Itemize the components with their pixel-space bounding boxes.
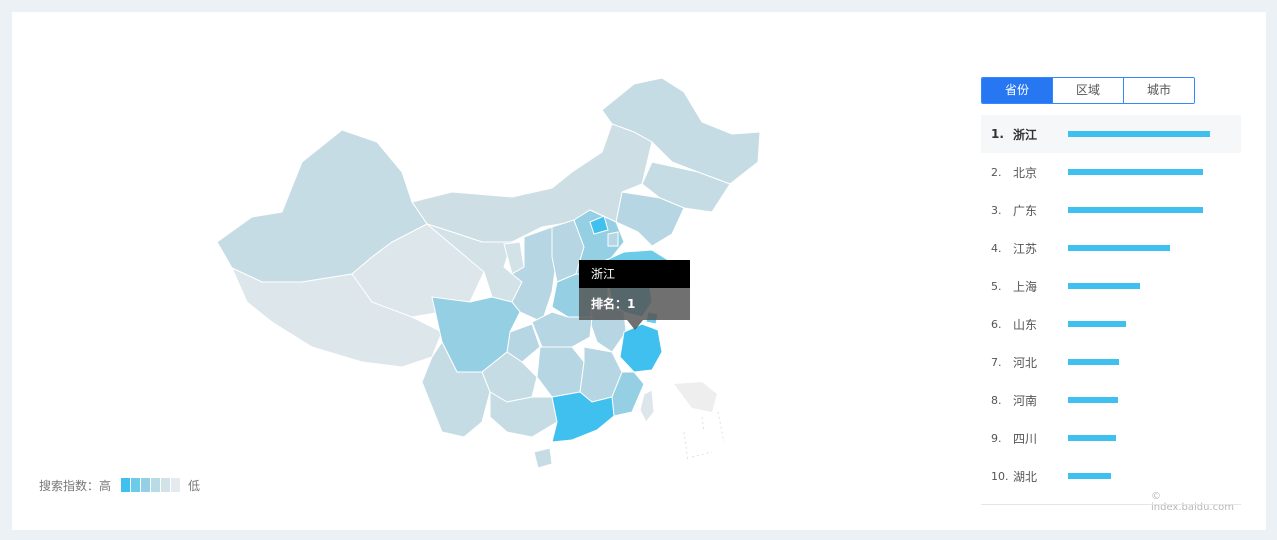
rank-bar: [1068, 435, 1116, 441]
rank-bar: [1068, 359, 1119, 365]
legend-swatch: [161, 478, 171, 492]
tab-city[interactable]: 城市: [1123, 78, 1194, 103]
panel-divider: [981, 504, 1241, 505]
ranking-list: 1. 浙江 2. 北京 3. 广东 4. 江苏 5. 上海 6. 山东 7. 河北 8. 河南 9. 四川 10. 湖…: [981, 115, 1241, 495]
province-guangxi: [489, 391, 558, 438]
rank-province-name: 浙江: [1013, 127, 1038, 142]
ranking-row[interactable]: 9. 四川: [981, 419, 1241, 457]
tooltip-rank: 排名：1: [579, 288, 690, 320]
rank-number: 10.: [991, 469, 1009, 483]
rank-bar: [1068, 207, 1203, 213]
province-shaanxi: [511, 226, 558, 323]
ranking-row[interactable]: 4. 江苏: [981, 229, 1241, 267]
legend-low-label: 低: [188, 478, 201, 493]
rank-number: 5.: [991, 279, 1002, 293]
legend-swatch: [121, 478, 131, 492]
rank-province-name: 山东: [1013, 317, 1038, 332]
rank-number: 9.: [991, 431, 1002, 445]
rank-province-name: 江苏: [1013, 241, 1038, 256]
province-tianjin: [607, 231, 619, 247]
rank-province-name: 四川: [1013, 431, 1038, 446]
rank-number: 1.: [991, 127, 1004, 141]
legend-swatch: [151, 478, 161, 492]
ranking-row[interactable]: 2. 北京: [981, 153, 1241, 191]
rank-number: 8.: [991, 393, 1002, 407]
legend-swatch: [131, 478, 141, 492]
ranking-row[interactable]: 6. 山东: [981, 305, 1241, 343]
tab-province[interactable]: 省份: [982, 78, 1052, 103]
province-tibet: [231, 266, 443, 368]
province-zhejiang: [619, 323, 663, 373]
map-legend: 搜索指数：高 低: [39, 477, 200, 493]
province-yunnan: [421, 341, 491, 438]
rank-province-name: 河南: [1013, 393, 1038, 408]
legend-swatch: [141, 478, 151, 492]
ranking-row[interactable]: 3. 广东: [981, 191, 1241, 229]
tooltip-province: 浙江: [579, 260, 690, 288]
china-map[interactable]: 浙江 排名：1 搜索指数：高 低: [12, 12, 972, 530]
legend-high-label: 搜索指数：高: [39, 478, 112, 493]
map-tooltip: 浙江 排名：1: [579, 260, 690, 330]
ranking-row[interactable]: 5. 上海: [981, 267, 1241, 305]
rank-province-name: 湖北: [1013, 469, 1038, 484]
ranking-panel: 省份 区域 城市 1. 浙江 2. 北京 3. 广东 4. 江苏 5. 上海 6. 山东 7. 河北 8. 河…: [981, 77, 1241, 513]
ranking-row[interactable]: 10. 湖北: [981, 457, 1241, 495]
tooltip-arrow: [627, 320, 643, 330]
province-guangdong: [551, 391, 615, 443]
ranking-row[interactable]: 8. 河南: [981, 381, 1241, 419]
rank-bar: [1068, 473, 1111, 479]
province-hunan: [536, 346, 585, 398]
rank-number: 3.: [991, 203, 1002, 217]
legend-swatches: [121, 478, 181, 492]
rank-bar: [1068, 397, 1118, 403]
rank-province-name: 河北: [1013, 355, 1038, 370]
rank-province-name: 广东: [1013, 203, 1038, 218]
ranking-row[interactable]: 7. 河北: [981, 343, 1241, 381]
rank-bar: [1068, 245, 1170, 251]
index-card: 浙江 排名：1 搜索指数：高 低 省份 区域 城市 1. 浙江 2. 北京 3. 广东 4.…: [12, 12, 1266, 530]
province-taiwan: [639, 389, 655, 423]
legend-swatch: [171, 478, 181, 492]
tab-region[interactable]: 区域: [1052, 78, 1123, 103]
rank-number: 2.: [991, 165, 1002, 179]
rank-number: 7.: [991, 355, 1002, 369]
province-hainan: [533, 447, 553, 469]
rank-bar: [1068, 283, 1140, 289]
province-liaoning: [615, 191, 685, 247]
rank-province-name: 上海: [1013, 279, 1038, 294]
tab-bar: 省份 区域 城市: [981, 77, 1195, 104]
south-china-sea-inset: [674, 382, 725, 463]
rank-number: 6.: [991, 317, 1002, 331]
watermark: © index.baidu.com: [1151, 491, 1235, 513]
rank-bar: [1068, 321, 1126, 327]
rank-bar: [1068, 169, 1203, 175]
rank-province-name: 北京: [1013, 165, 1038, 180]
china-map-svg: [216, 77, 761, 469]
rank-number: 4.: [991, 241, 1002, 255]
rank-bar: [1068, 131, 1210, 137]
ranking-row[interactable]: 1. 浙江: [981, 115, 1241, 153]
province-beijing: [589, 215, 609, 235]
